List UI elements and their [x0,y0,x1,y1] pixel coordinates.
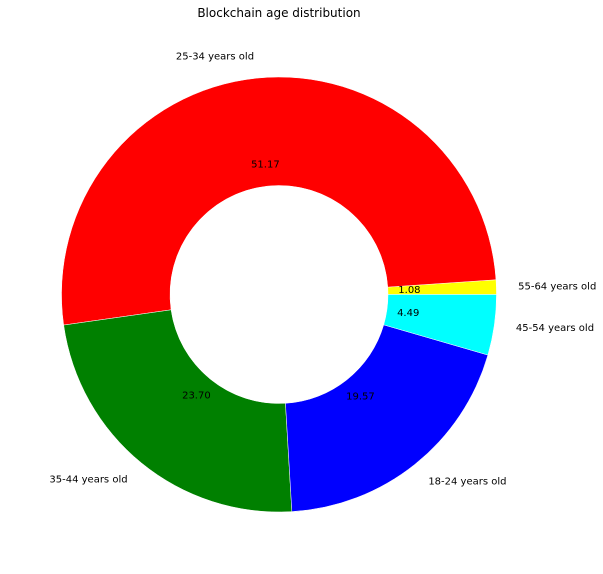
pct-label-18-24-years-old: 19.57 [346,391,375,402]
slice-label-18-24-years-old: 18-24 years old [428,476,506,487]
pct-label-55-64-years-old: 1.08 [398,285,420,296]
slice-45-54-years-old [383,294,497,356]
slices-group [61,76,497,513]
slice-label-55-64-years-old: 55-64 years old [518,281,596,292]
pct-label-45-54-years-old: 4.49 [397,308,419,319]
slice-label-35-44-years-old: 35-44 years old [49,475,127,486]
slice-35-44-years-old [63,309,293,513]
slice-label-25-34-years-old: 25-34 years old [176,52,254,63]
pct-label-35-44-years-old: 23.70 [182,391,211,402]
chart-title: Blockchain age distribution [197,6,360,20]
pct-label-25-34-years-old: 51.17 [251,160,280,171]
slice-25-34-years-old [61,76,497,326]
slice-18-24-years-old [285,324,489,512]
labels-group: 55-64 years old 1.08 25-34 years old 51.17 3… [49,52,596,488]
slice-label-45-54-years-old: 45-54 years old [516,323,594,334]
